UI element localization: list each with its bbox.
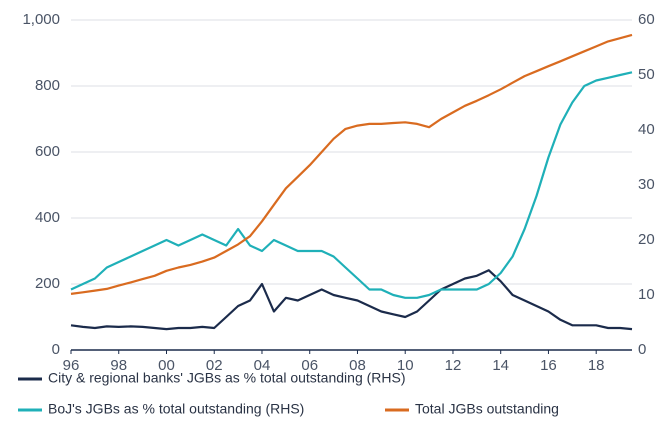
y2-tick-label: 0	[638, 341, 646, 358]
legend-label: Total JGBs outstanding	[415, 401, 559, 417]
x-tick-label: 02	[206, 357, 223, 374]
x-tick-label: 98	[110, 357, 127, 374]
y-tick-label: 1,000	[22, 11, 60, 28]
y2-tick-label: 10	[638, 286, 655, 303]
y-tick-label: 200	[35, 275, 60, 292]
x-tick-label: 08	[349, 357, 366, 374]
y-tick-label: 0	[52, 341, 60, 358]
series-line	[70, 269, 633, 331]
y-tick-label: 800	[35, 77, 60, 94]
legend-label: BoJ's JGBs as % total outstanding (RHS)	[48, 401, 304, 417]
x-tick-label: 10	[397, 357, 414, 374]
x-tick-label: 00	[158, 357, 175, 374]
legend-label: City & regional banks' JGBs as % total o…	[48, 370, 406, 386]
y-tick-label: 400	[35, 209, 60, 226]
x-tick-label: 14	[492, 357, 509, 374]
x-tick-label: 16	[540, 357, 557, 374]
y2-tick-label: 60	[638, 11, 655, 28]
series-line	[70, 33, 633, 295]
y2-tick-label: 30	[638, 176, 655, 193]
x-tick-label: 04	[254, 357, 271, 374]
series-line	[70, 71, 633, 299]
x-tick-label: 06	[301, 357, 318, 374]
x-tick-label: 18	[588, 357, 605, 374]
y-tick-label: 600	[35, 143, 60, 160]
y2-tick-label: 50	[638, 66, 655, 83]
y2-tick-label: 40	[638, 121, 655, 138]
x-tick-label: 96	[63, 357, 80, 374]
x-tick-label: 12	[445, 357, 462, 374]
y2-tick-label: 20	[638, 231, 655, 248]
